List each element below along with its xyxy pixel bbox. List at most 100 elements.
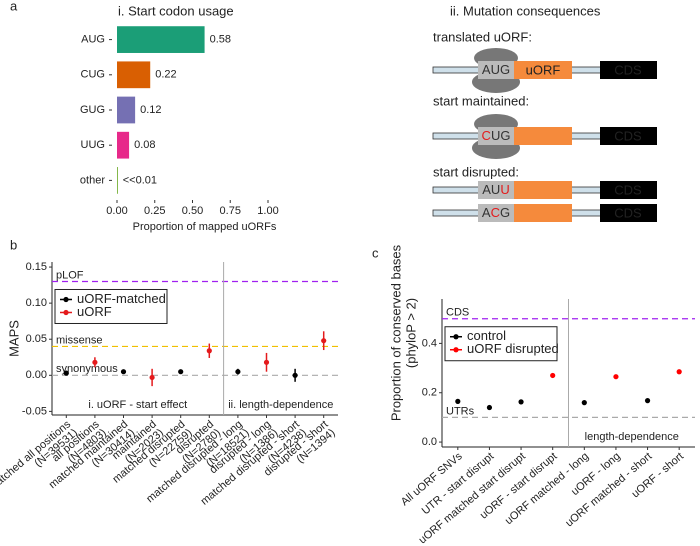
row-label: start maintained: (433, 93, 529, 108)
y-tick-label: UUG (81, 139, 105, 151)
cds-box (600, 61, 657, 79)
reference-label: CDS (446, 307, 469, 319)
legend-box (444, 326, 558, 362)
bar (117, 96, 136, 124)
y-axis-label: MAPS (6, 320, 21, 357)
point (613, 374, 619, 380)
point (206, 348, 212, 354)
y-tick-label: 0.2 (422, 387, 437, 399)
codon-part: AUG (482, 62, 510, 77)
y-tick-label: 0.15 (26, 261, 47, 273)
legend-box (54, 288, 168, 324)
point (550, 372, 556, 379)
point (178, 369, 184, 375)
cds-label: CDS (614, 205, 642, 220)
legend-swatch (453, 334, 459, 340)
uorf-box (514, 204, 572, 222)
codon-part: C (491, 205, 500, 220)
cds-box (600, 204, 657, 222)
row-label: translated uORF: (433, 29, 532, 44)
y-tick-label: GUG (80, 104, 105, 116)
legend-label: uORF disrupted (467, 341, 559, 356)
value-label: 0.08 (134, 139, 155, 151)
y-axis-label: Proportion of conserved bases (388, 244, 403, 421)
diagram-title: ii. Mutation consequences (450, 3, 601, 18)
x-tick-label: 1.00 (257, 205, 278, 217)
x-tick-label: 0.75 (220, 205, 241, 217)
chart-title: i. Start codon usage (118, 3, 234, 18)
codon-box (478, 204, 514, 222)
point (92, 359, 98, 365)
bar (117, 131, 130, 159)
reference-label: synonymous (56, 363, 118, 375)
codon-part: U (500, 182, 509, 197)
x-axis-label: Proportion of mapped uORFs (133, 221, 277, 233)
value-label: 0.58 (210, 34, 231, 46)
bar (117, 61, 151, 89)
point (455, 398, 461, 404)
legend-label: uORF (77, 304, 112, 319)
y-tick-label: 0.0 (422, 436, 437, 448)
y-axis-label: (phyloP > 2) (403, 298, 418, 368)
y-tick-label: 0.4 (422, 337, 437, 349)
legend-swatch (63, 309, 69, 316)
x-tick-label: 0.00 (106, 205, 127, 217)
point (149, 374, 155, 381)
codon: AUU (482, 182, 509, 197)
point (486, 404, 493, 411)
y-tick-label: CUG (81, 69, 105, 81)
uorf-box (514, 181, 572, 199)
value-label: 0.22 (155, 69, 176, 81)
y-tick-label: -0.05 (22, 405, 47, 417)
uorf-label: uORF (526, 62, 561, 77)
panel-letter: c (372, 245, 379, 260)
codon-box (478, 61, 514, 79)
point (518, 399, 524, 405)
point (292, 372, 298, 378)
point (63, 370, 69, 376)
codon: AUG (482, 62, 510, 77)
cds-box (600, 127, 657, 145)
codon: CUG (482, 128, 511, 143)
codon-box (478, 181, 514, 199)
codon-part: G (500, 205, 510, 220)
row-label: start disrupted: (433, 164, 519, 179)
point (676, 369, 682, 375)
section-label: i. uORF - start effect (88, 399, 187, 411)
legend-swatch (63, 296, 69, 303)
reference-label: missense (56, 334, 102, 346)
x-tick-label: 0.50 (182, 205, 203, 217)
point (235, 369, 241, 375)
y-tick-label: AUG (81, 34, 105, 46)
value-label: 0.12 (140, 104, 161, 116)
value-label: <<0.01 (123, 174, 157, 186)
codon-box (478, 127, 514, 145)
bar (117, 167, 118, 194)
codon-part: UG (491, 128, 511, 143)
section-label: length-dependence (585, 431, 679, 443)
point (644, 398, 651, 404)
cds-label: CDS (614, 62, 642, 77)
point (321, 338, 327, 344)
cds-label: CDS (614, 182, 642, 197)
y-tick-label: 0.05 (26, 333, 47, 345)
codon: ACG (482, 205, 510, 220)
panel-letter: a (10, 0, 18, 13)
legend-label: control (467, 328, 506, 343)
codon-part: AU (482, 182, 500, 197)
bar (117, 26, 205, 53)
point (263, 359, 270, 365)
reference-label: pLOF (56, 269, 84, 281)
point (581, 400, 587, 406)
codon-part: A (482, 205, 491, 220)
codon-part: C (482, 128, 491, 143)
reference-label: UTRs (446, 405, 475, 417)
legend-label: uORF-matched (77, 291, 166, 306)
uorf-box (514, 61, 572, 79)
cds-box (600, 181, 657, 199)
point (120, 369, 127, 375)
section-label: ii. length-dependence (228, 399, 333, 411)
legend-swatch (453, 347, 459, 353)
x-tick-label: 0.25 (144, 205, 165, 217)
